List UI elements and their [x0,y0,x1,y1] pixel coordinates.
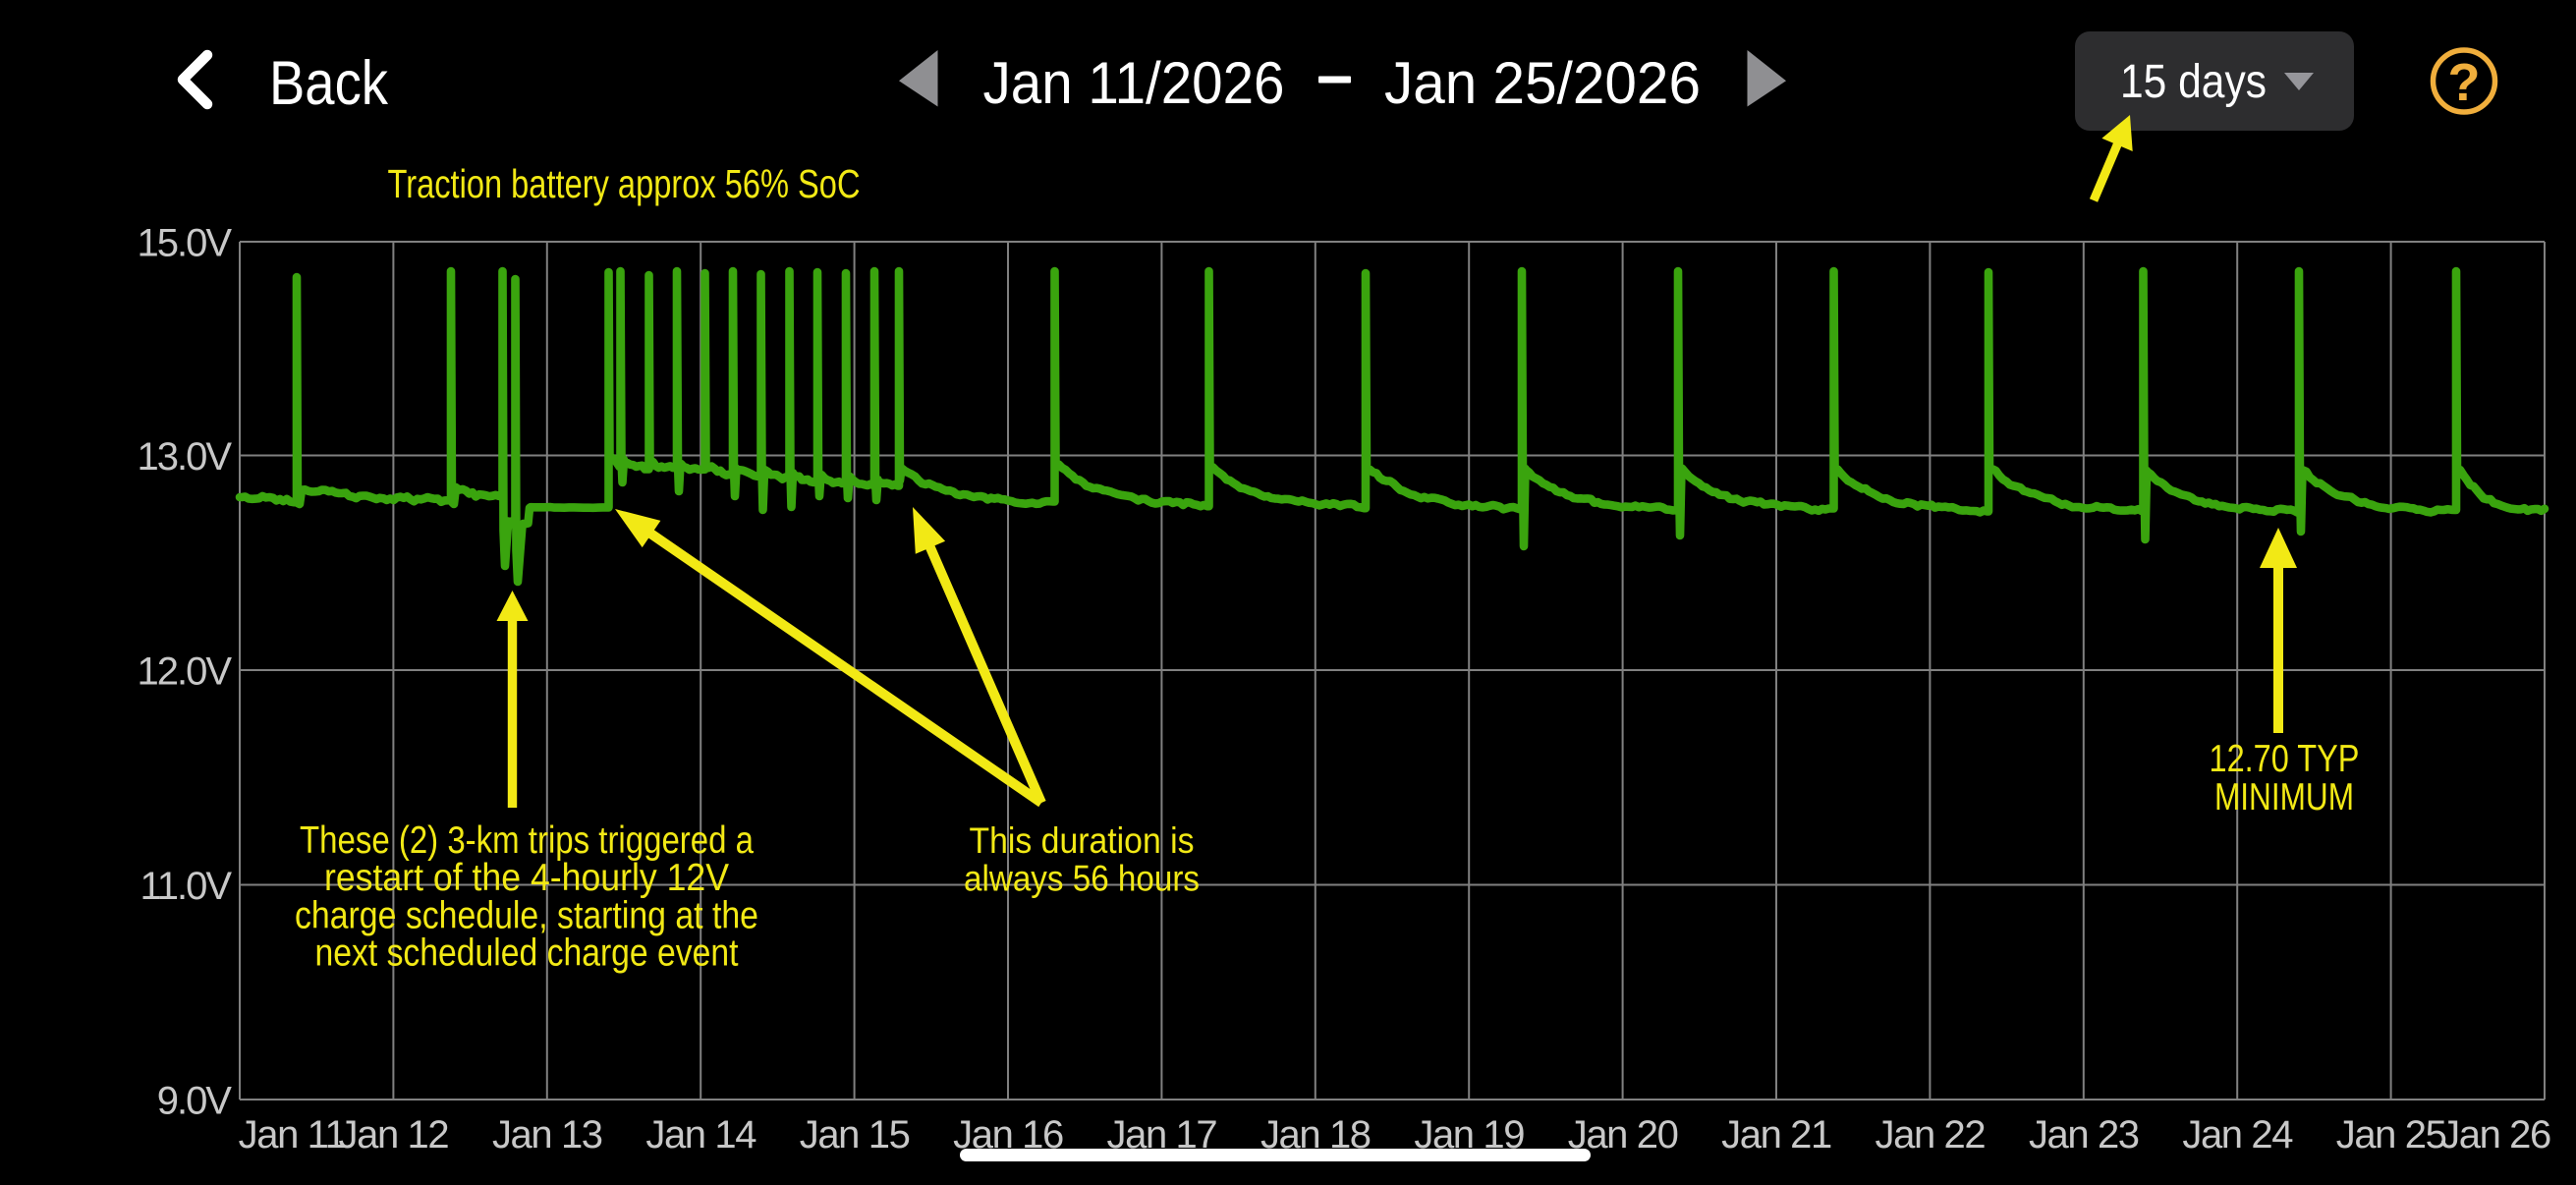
svg-text:charge schedule, starting at t: charge schedule, starting at the [295,894,758,936]
svg-text:Jan 25/2026: Jan 25/2026 [1384,50,1701,116]
svg-text:15.0V: 15.0V [137,222,232,265]
svg-text:11.0V: 11.0V [140,865,232,908]
svg-text:Jan 25: Jan 25 [2336,1113,2446,1157]
svg-text:MINIMUM: MINIMUM [2214,776,2354,818]
svg-text:12.70 TYP: 12.70 TYP [2210,738,2360,780]
svg-text:always 56 hours: always 56 hours [964,859,1200,899]
svg-text:Jan 22: Jan 22 [1876,1113,1986,1157]
svg-text:Jan 24: Jan 24 [2182,1113,2293,1157]
svg-text:13.0V: 13.0V [137,435,232,479]
svg-text:15 days: 15 days [2120,56,2267,108]
svg-text:Jan 26: Jan 26 [2440,1113,2550,1157]
svg-text:restart of the 4-hourly 12V: restart of the 4-hourly 12V [324,857,729,899]
svg-text:12.0V: 12.0V [137,650,232,694]
svg-text:These (2) 3-km trips triggered: These (2) 3-km trips triggered a [300,819,754,862]
svg-text:Jan 11/2026: Jan 11/2026 [983,50,1285,116]
svg-text:Jan 15: Jan 15 [800,1113,910,1157]
svg-text:9.0V: 9.0V [157,1080,233,1123]
svg-text:Jan 12: Jan 12 [339,1113,449,1157]
svg-text:?: ? [2448,53,2481,112]
svg-text:This duration is: This duration is [970,820,1195,861]
svg-text:Jan 23: Jan 23 [2029,1113,2139,1157]
svg-text:Jan 11: Jan 11 [239,1113,346,1157]
svg-text:Jan 13: Jan 13 [492,1113,602,1157]
svg-text:Traction battery approx 56% So: Traction battery approx 56% SoC [388,161,861,206]
svg-text:Jan 21: Jan 21 [1721,1113,1831,1157]
svg-text:Back: Back [269,49,388,118]
svg-text:Jan 14: Jan 14 [645,1113,756,1157]
svg-text:next scheduled charge event: next scheduled charge event [315,932,739,975]
